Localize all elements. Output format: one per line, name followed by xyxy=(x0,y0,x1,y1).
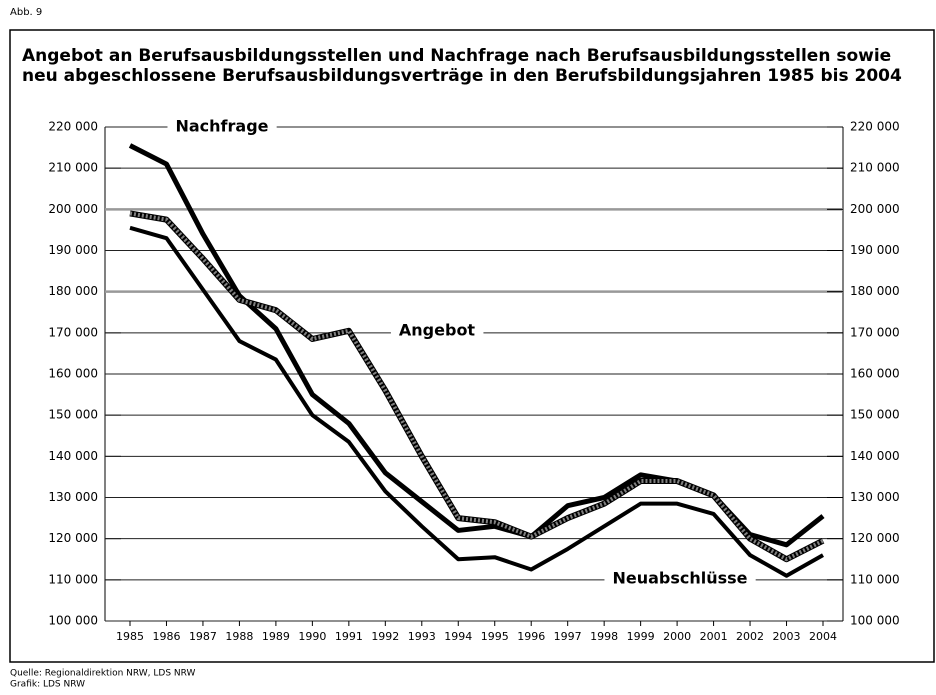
x-tick-label: 1997 xyxy=(554,630,582,643)
label-background xyxy=(167,114,277,138)
series-label: Angebot xyxy=(399,321,476,340)
y2-tick-label: 190 000 xyxy=(850,243,900,257)
y-tick-label: 140 000 xyxy=(48,449,98,463)
y-tick-label: 170 000 xyxy=(48,325,98,339)
y2-tick-label: 100 000 xyxy=(850,614,900,628)
y-tick-label: 190 000 xyxy=(48,243,98,257)
y-tick-label: 150 000 xyxy=(48,408,98,422)
y-tick-label: 130 000 xyxy=(48,490,98,504)
x-tick-label: 1994 xyxy=(444,630,472,643)
x-tick-label: 1988 xyxy=(225,630,253,643)
source: Quelle: Regionaldirektion NRW, LDS NRW xyxy=(10,669,196,679)
x-tick-label: 1998 xyxy=(590,630,618,643)
chart-subtitle: neu abgeschlossene Berufsausbildungsvert… xyxy=(22,66,902,86)
x-tick-label: 1992 xyxy=(371,630,399,643)
y-tick-label: 210 000 xyxy=(48,161,98,175)
y2-tick-label: 110 000 xyxy=(850,572,900,586)
x-tick-label: 2001 xyxy=(700,630,728,643)
x-tick-label: 2000 xyxy=(663,630,691,643)
y-tick-label: 220 000 xyxy=(48,120,98,134)
y2-tick-label: 220 000 xyxy=(850,120,900,134)
y2-tick-label: 160 000 xyxy=(850,367,900,381)
figure-number: Abb. 9 xyxy=(10,7,42,18)
line-outline xyxy=(129,210,825,563)
x-tick-label: 1986 xyxy=(152,630,180,643)
y-tick-label: 100 000 xyxy=(48,614,98,628)
y2-tick-label: 130 000 xyxy=(850,490,900,504)
series-line xyxy=(129,211,824,562)
x-tick-label: 1985 xyxy=(116,630,144,643)
label-background xyxy=(604,566,756,590)
x-tick-label: 1990 xyxy=(298,630,326,643)
y2-tick-label: 200 000 xyxy=(850,202,900,216)
y2-tick-label: 140 000 xyxy=(850,449,900,463)
y-tick-label: 120 000 xyxy=(48,531,98,545)
x-tick-label: 1987 xyxy=(189,630,217,643)
y2-tick-label: 180 000 xyxy=(850,284,900,298)
x-tick-label: 1993 xyxy=(408,630,436,643)
series-line xyxy=(129,225,824,578)
x-tick-label: 1991 xyxy=(335,630,363,643)
y-tick-label: 110 000 xyxy=(48,572,98,586)
x-tick-label: 1989 xyxy=(262,630,290,643)
x-tick-label: 2002 xyxy=(736,630,764,643)
y-tick-label: 200 000 xyxy=(48,202,98,216)
series-label: Nachfrage xyxy=(175,117,268,136)
x-tick-label: 1999 xyxy=(627,630,655,643)
frame xyxy=(9,29,935,663)
x-tick-label: 2003 xyxy=(773,630,801,643)
y-tick-label: 160 000 xyxy=(48,367,98,381)
series-label: Neuabschlüsse xyxy=(612,569,747,588)
x-tick-label: 1995 xyxy=(481,630,509,643)
x-tick-label: 2004 xyxy=(809,630,837,643)
label-background xyxy=(390,318,484,342)
y2-tick-label: 120 000 xyxy=(850,531,900,545)
y2-tick-label: 170 000 xyxy=(850,325,900,339)
x-tick-label: 1996 xyxy=(517,630,545,643)
chart-title: Angebot an Berufsausbildungsstellen und … xyxy=(22,46,891,66)
series-line xyxy=(128,143,825,548)
y-tick-label: 180 000 xyxy=(48,284,98,298)
y2-tick-label: 210 000 xyxy=(850,161,900,175)
y2-tick-label: 150 000 xyxy=(850,408,900,422)
source: Grafik: LDS NRW xyxy=(10,680,85,690)
